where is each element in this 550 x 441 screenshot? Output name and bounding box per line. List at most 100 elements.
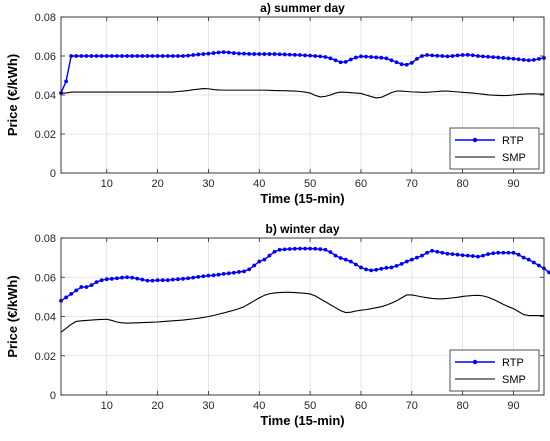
panel-a-rtp-point-24 — [176, 54, 180, 58]
panel-a-rtp-point-70 — [409, 60, 414, 65]
panel-a-rtp-point-43 — [272, 52, 277, 56]
panel-a-rtp-point-93 — [526, 58, 531, 63]
panel-a-rtp-point-7 — [89, 54, 94, 58]
panel-b-rtp-point-94 — [531, 260, 536, 265]
panel-a-rtp-point-13 — [120, 54, 124, 58]
panel-a-legend-label-smp: SMP — [502, 152, 526, 164]
panel-a-rtp-point-16 — [135, 54, 140, 58]
panel-b-rtp-point-41 — [262, 257, 267, 262]
panel-a-rtp-point-9 — [99, 54, 104, 58]
panel-b-ytick-label: 0.02 — [35, 351, 56, 363]
panel-a-rtp-point-78 — [450, 54, 455, 58]
panel-b-xtick-label: 90 — [507, 400, 519, 412]
panel-a-xtick-label: 80 — [457, 178, 469, 190]
panel-a-legend: RTP SMP — [449, 127, 540, 170]
panel-b-legend-label-smp: SMP — [502, 374, 526, 386]
panel-b-rtp-point-95 — [537, 263, 541, 268]
panel-b-rtp-point-15 — [130, 275, 135, 280]
panel-b-rtp-point-43 — [272, 249, 277, 254]
panel-b-rtp-point-60 — [359, 265, 363, 270]
panel-a-title: a) summer day — [260, 1, 345, 15]
panel-a-rtp-point-31 — [211, 51, 216, 55]
panel-b-rtp-point-67 — [394, 263, 399, 268]
panel-a-rtp-point-3 — [69, 54, 74, 58]
panel-a-xtick-label: 50 — [304, 178, 316, 190]
panel-a-rtp-point-44 — [277, 52, 282, 57]
panel-a-rtp-point-66 — [389, 58, 394, 63]
panel-a-rtp-point-19 — [150, 54, 155, 58]
panel-b-rtp-point-81 — [465, 253, 470, 258]
panel-b-rtp-point-28 — [196, 274, 201, 279]
panel-a-rtp-point-90 — [511, 56, 516, 61]
panel-b-rtp-point-37 — [242, 269, 246, 274]
panel-b-xtick-label: 50 — [304, 400, 316, 412]
panel-a-rtp-point-32 — [216, 50, 221, 55]
panel-b-rtp-point-33 — [221, 272, 226, 276]
panel-a-rtp-point-47 — [292, 52, 297, 57]
panel-a-rtp-point-83 — [476, 54, 480, 58]
panel-a-rtp-point-86 — [491, 55, 496, 60]
panel-b-rtp-point-90 — [511, 250, 516, 255]
panel-a-rtp-point-85 — [486, 54, 490, 59]
panel-b-rtp-point-35 — [231, 270, 236, 275]
panel-a-rtp-point-92 — [521, 58, 526, 62]
panel-b-ytick-label: 0.04 — [35, 312, 56, 324]
panel-a-rtp-point-35 — [231, 51, 236, 55]
panel-a-rtp-point-14 — [125, 54, 129, 58]
panel-b-ylabel: Price (€/kWh) — [5, 275, 20, 357]
panel-b-rtp-point-75 — [435, 249, 440, 254]
panel-b-rtp-point-18 — [145, 278, 150, 283]
panel-b-ytick-label: 0 — [50, 390, 56, 402]
panel-b-rtp-point-48 — [298, 246, 302, 251]
panel-b-rtp-point-78 — [450, 252, 455, 256]
panel-a-xtick-label: 10 — [101, 178, 113, 190]
panel-b-rtp-point-64 — [379, 266, 384, 271]
panel-b-rtp-point-30 — [206, 273, 211, 278]
panel-a-rtp-point-61 — [364, 54, 368, 59]
panel-b-rtp-point-66 — [389, 265, 394, 270]
panel-a-rtp-point-56 — [338, 60, 343, 65]
panel-a-rtp-point-40 — [257, 52, 262, 56]
panel-b-rtp-point-11 — [109, 276, 114, 281]
panel-a-rtp-point-79 — [455, 53, 460, 58]
panel-b-rtp-point-6 — [84, 285, 89, 289]
panel-b-rtp-point-8 — [94, 280, 99, 285]
panel-b-rtp-point-74 — [430, 248, 435, 253]
panel-b-rtp-point-34 — [226, 271, 231, 276]
panel-a-rtp-point-12 — [115, 54, 119, 58]
panel-b-rtp-point-2 — [64, 295, 68, 300]
panel-a-xtick-label: 20 — [151, 178, 163, 190]
panel-a-xtick-label: 60 — [355, 178, 367, 190]
panel-b-rtp-point-63 — [374, 267, 379, 272]
panel-a-rtp-point-91 — [516, 57, 521, 62]
panel-a-rtp-point-75 — [435, 53, 440, 58]
panel-b-rtp-point-71 — [414, 255, 419, 260]
panel-a-rtp-point-73 — [425, 53, 429, 57]
panel-b-rtp-point-88 — [501, 250, 506, 255]
panel-b-rtp-point-29 — [201, 274, 206, 279]
panel-a-rtp-point-53 — [323, 55, 328, 59]
panel-b-rtp-point-58 — [348, 259, 353, 264]
panel-a-rtp-point-15 — [130, 54, 135, 58]
panel-b-rtp-point-57 — [343, 257, 348, 262]
panel-a-rtp-point-33 — [221, 50, 226, 54]
panel-b-rtp-point-54 — [328, 250, 333, 255]
panel-b-rtp-point-10 — [104, 277, 109, 282]
panel-b-xtick-label: 70 — [406, 400, 418, 412]
panel-a-rtp-point-64 — [379, 55, 384, 60]
panel-b-rtp-point-14 — [125, 275, 129, 280]
panel-b-rtp-point-16 — [135, 276, 140, 281]
panel-b-rtp-point-80 — [460, 253, 465, 258]
panel-a-rtp-point-74 — [430, 53, 435, 58]
panel-a-rtp-point-81 — [465, 52, 470, 57]
panel-b-rtp-point-79 — [455, 252, 460, 257]
panel-b-rtp-point-91 — [516, 252, 521, 257]
panel-b-xtick-label: 30 — [202, 400, 214, 412]
panel-b-rtp-point-68 — [399, 262, 404, 266]
panel-b-xtick-label: 40 — [253, 400, 265, 412]
panel-b-rtp-point-17 — [140, 277, 145, 282]
panel-b-rtp-point-92 — [521, 255, 526, 260]
panel-a-xtick-label: 40 — [253, 178, 265, 190]
panel-a-rtp-point-62 — [369, 55, 374, 59]
panel-a-rtp-point-67 — [394, 60, 399, 65]
